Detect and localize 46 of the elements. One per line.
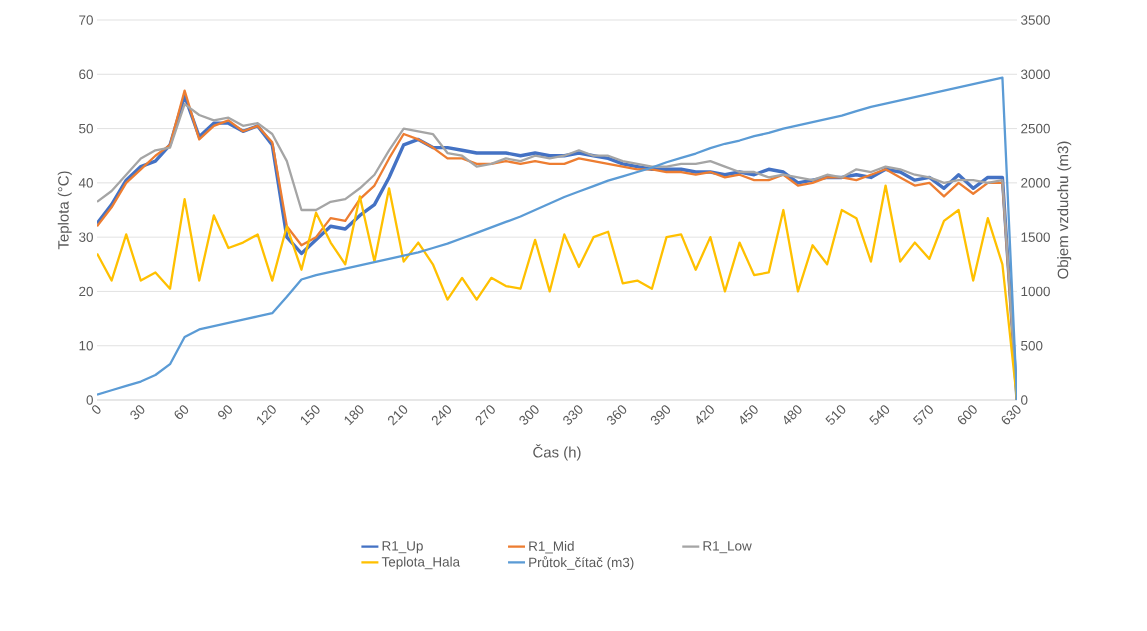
legend-label: R1_Up <box>382 541 423 554</box>
x-tick-label: 570 <box>912 405 933 425</box>
y2-tick-label: 2000 <box>1021 178 1050 188</box>
x-tick-label: 150 <box>300 405 320 426</box>
y-tick-label: 60 <box>79 69 93 80</box>
x-tick-label: 90 <box>218 405 232 420</box>
x-tick-label: 30 <box>130 405 145 420</box>
y2-tick-label: 1500 <box>1021 232 1050 242</box>
y2-tick-label: 1000 <box>1021 286 1050 297</box>
x-tick-label: 180 <box>344 405 364 426</box>
x-tick-label: 240 <box>431 405 452 426</box>
x-tick-label: 630 <box>1001 405 1021 425</box>
y-tick-label: 0 <box>86 395 93 405</box>
x-tick-label: 210 <box>388 405 408 426</box>
x-tick-label: 600 <box>957 405 977 425</box>
legend-label: Teplota_Hala <box>381 556 461 570</box>
y2-tick-label: 500 <box>1021 340 1043 351</box>
x-tick-label: 300 <box>519 405 539 425</box>
x-tick-label: 270 <box>475 405 495 426</box>
legend-label: Průtok_čítač (m3) <box>529 556 634 570</box>
y-tick-label: 20 <box>79 286 93 297</box>
y2-tick-label: 2500 <box>1021 123 1050 134</box>
y2-axis-title: Objem vzduchu (m3) <box>1057 141 1072 279</box>
x-axis-title: Čas (h) <box>533 444 581 461</box>
x-tick-label: 480 <box>784 405 802 425</box>
y2-tick-label: 3500 <box>1021 15 1050 25</box>
x-tick-label: 420 <box>696 405 714 425</box>
x-tick-label: 390 <box>650 405 671 425</box>
x-tick-label: 60 <box>174 405 189 420</box>
y2-tick-label: 0 <box>1021 395 1028 405</box>
y-tick-label: 50 <box>79 123 93 134</box>
legend-label: R1_Low <box>703 541 752 554</box>
y-tick-label: 10 <box>79 340 93 351</box>
x-tick-label: 330 <box>563 405 583 425</box>
x-tick-label: 540 <box>869 405 890 425</box>
x-tick-label: 120 <box>257 405 276 426</box>
legend-label: R1_Mid <box>529 540 574 554</box>
y-tick-label: 30 <box>79 232 93 242</box>
x-tick-label: 360 <box>607 405 627 425</box>
y-axis-title: Teplota (°C) <box>57 171 72 250</box>
y-tick-label: 40 <box>78 178 93 188</box>
y2-tick-label: 3000 <box>1021 69 1050 80</box>
x-tick-label: 0 <box>92 405 101 414</box>
x-tick-label: 510 <box>825 405 846 425</box>
y-tick-label: 70 <box>79 15 93 25</box>
x-tick-label: 450 <box>740 405 758 425</box>
